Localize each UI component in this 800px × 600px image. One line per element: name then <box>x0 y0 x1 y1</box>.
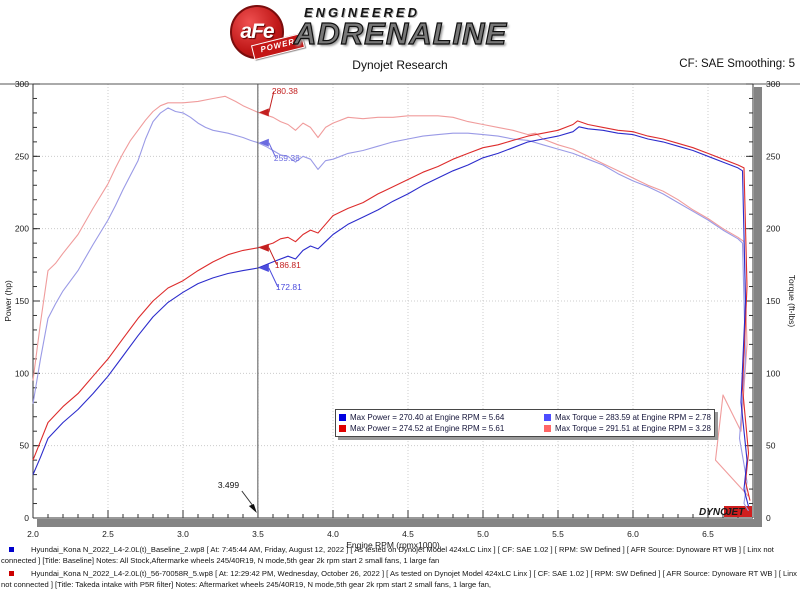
annotation-torque-intake-value: 280.38 <box>271 86 298 97</box>
annotation-marker <box>258 264 269 273</box>
y-tick-label-right: 0 <box>766 513 771 523</box>
brand-engineered-text: ENGINEERED <box>304 5 420 20</box>
legend-swatch-lightred <box>544 425 551 432</box>
x-axis-title: Engine RPM (rpmx1000) <box>346 540 440 550</box>
annotation-line <box>268 142 277 158</box>
y-tick-label-left: 200 <box>15 224 29 234</box>
annotation-cursor-rpm: 3.499 <box>217 480 240 490</box>
x-tick-label: 4.0 <box>327 529 339 539</box>
curve-torque_baseline[interactable] <box>32 107 749 512</box>
x-tick-label: 3.5 <box>252 529 264 539</box>
legend-item-max-power-baseline[interactable]: Max Power = 270.40 at Engine RPM = 5.64 <box>339 412 544 423</box>
brand-adrenaline-text: ADRENALINE <box>293 15 508 51</box>
legend-item-max-power-intake[interactable]: Max Power = 274.52 at Engine RPM = 5.61 <box>339 423 544 434</box>
frame-shadow-bottom <box>37 519 762 527</box>
y-tick-label-left: 150 <box>15 296 29 306</box>
y-tick-label-left: 250 <box>15 151 29 161</box>
brand-logo: aFe POWER ENGINEERED ADRENALINE <box>228 2 568 61</box>
legend-label: Max Torque = 283.59 at Engine RPM = 2.78 <box>555 413 711 422</box>
legend-label: Max Power = 270.40 at Engine RPM = 5.64 <box>350 413 505 422</box>
legend-label: Max Power = 274.52 at Engine RPM = 5.61 <box>350 424 505 433</box>
annotation-layer <box>241 84 279 518</box>
legend-swatch-blue <box>339 414 346 421</box>
curve-torque_intake[interactable] <box>32 95 749 497</box>
curve-power_intake[interactable] <box>32 120 751 501</box>
x-tick-label: 4.5 <box>402 529 414 539</box>
cursor-arrow-line <box>241 490 255 508</box>
dynojet-watermark: DYNO JET <box>699 506 752 518</box>
y-axis-title-power: Power (hp) <box>3 280 13 322</box>
annotation-line <box>268 91 275 113</box>
x-tick-label: 6.5 <box>702 529 714 539</box>
legend-item-max-torque-baseline[interactable]: Max Torque = 283.59 at Engine RPM = 2.78 <box>544 412 711 423</box>
y-tick-label-right: 100 <box>766 368 780 378</box>
curve-power_baseline[interactable] <box>32 126 750 507</box>
x-tick-label: 5.5 <box>552 529 564 539</box>
x-tick-label: 2.0 <box>27 529 39 539</box>
annotation-line <box>268 267 279 288</box>
dynojet-watermark-box <box>724 506 752 517</box>
y-axis-title-torque: Torque (ft-lbs) <box>787 275 797 328</box>
annotation-power-intake-value: 186.81 <box>274 259 301 270</box>
y-tick-label-right: 200 <box>766 224 780 234</box>
legend-item-max-torque-intake[interactable]: Max Torque = 291.51 at Engine RPM = 3.28 <box>544 423 711 434</box>
axes-layer: 2.0 2.5 3.0 3.5 4.0 4.5 5.0 5.5 6.0 6.5 0 0 50 50 100 1… <box>0 79 800 539</box>
frame-shadow-right <box>754 87 762 527</box>
y-tick-label-left: 50 <box>20 441 30 451</box>
run-notes: Hyundai_Kona N_2022_L4-2.0L(t)_Baseline_… <box>0 545 798 593</box>
x-tick-label: 5.0 <box>477 529 489 539</box>
annotation-power-baseline-value: 172.81 <box>275 282 302 292</box>
annotation-marker <box>258 138 269 147</box>
run-bullet-blue <box>9 547 14 552</box>
run-note-text: Hyundai_Kona N_2022_L4-2.0L(t)_56-70058R… <box>1 569 797 589</box>
legend-swatch-lightblue <box>544 414 551 421</box>
x-tick-label: 2.5 <box>102 529 114 539</box>
smoothing-setting: CF: SAE Smoothing: 5 <box>679 58 795 70</box>
x-tick-label: 3.0 <box>177 529 189 539</box>
legend-label: Max Torque = 291.51 at Engine RPM = 3.28 <box>555 424 711 433</box>
y-tick-label-left: 0 <box>24 513 29 523</box>
y-tick-label-right: 50 <box>766 441 776 451</box>
run-bullet-red <box>9 571 14 576</box>
dynojet-watermark-jet: JET <box>726 507 745 518</box>
run-note-intake: Hyundai_Kona N_2022_L4-2.0L(t)_56-70058R… <box>1 569 797 590</box>
y-tick-label-right: 150 <box>766 296 780 306</box>
y-tick-label-right: 300 <box>766 79 780 89</box>
run-note-baseline: Hyundai_Kona N_2022_L4-2.0L(t)_Baseline_… <box>1 545 797 566</box>
x-tick-label: 6.0 <box>627 529 639 539</box>
cursor-arrowhead <box>248 504 257 513</box>
grid-layer <box>33 84 753 518</box>
annotation-line <box>268 247 278 265</box>
annotation-marker <box>258 243 269 252</box>
y-tick-label-right: 250 <box>766 151 780 161</box>
chart-title: Dynojet Research <box>352 58 448 72</box>
dynojet-watermark-dyno: DYNO <box>699 507 728 518</box>
legend-swatch-red <box>339 425 346 432</box>
y-tick-label-left: 100 <box>15 368 29 378</box>
y-tick-label-left: 300 <box>15 79 29 89</box>
run-note-text: Hyundai_Kona N_2022_L4-2.0L(t)_Baseline_… <box>1 545 774 565</box>
annotation-marker <box>258 108 269 117</box>
legend-box: Max Power = 270.40 at Engine RPM = 5.64 … <box>335 409 715 437</box>
series-layer <box>32 95 751 512</box>
annotation-torque-baseline-value: 259.38 <box>273 152 300 163</box>
